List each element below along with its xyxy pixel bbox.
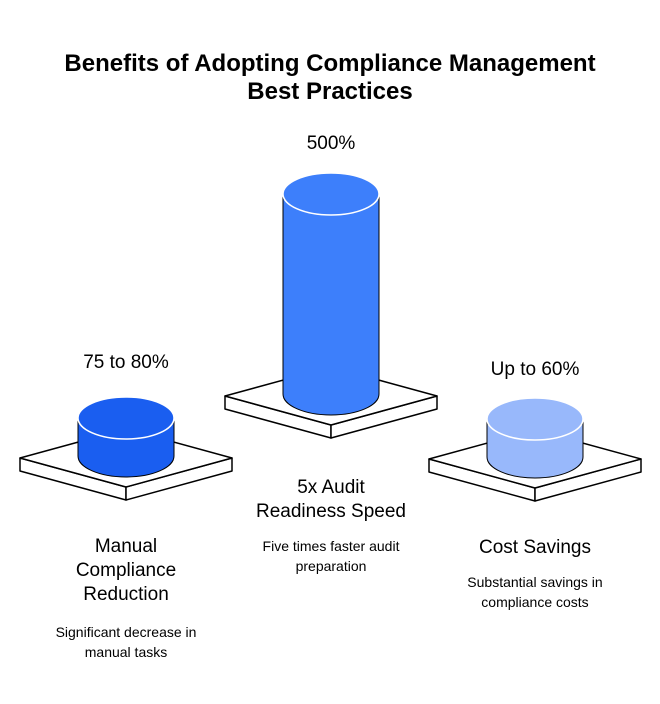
category-0-name: Manual Compliance Reduction bbox=[16, 535, 236, 607]
category-2-description-line: compliance costs bbox=[481, 594, 589, 610]
chart-title-line-2: Best Practices bbox=[247, 78, 413, 105]
category-0-description-line: Significant decrease in bbox=[55, 624, 197, 640]
category-1-description-line: preparation bbox=[295, 558, 367, 574]
category-2-description: Substantial savings in compliance costs bbox=[425, 572, 645, 612]
chart-title-line-1: Benefits of Adopting Compliance Manageme… bbox=[64, 50, 596, 77]
category-2-name-line: Cost Savings bbox=[479, 537, 591, 558]
category-0-name-line: Manual bbox=[94, 536, 158, 557]
bar-0-top bbox=[77, 396, 175, 440]
category-0-description: Significant decrease in manual tasks bbox=[16, 622, 236, 662]
category-1-description-line: Five times faster audit bbox=[262, 538, 400, 554]
category-1-name-line: 5x Audit bbox=[297, 477, 365, 498]
category-2-name: Cost Savings bbox=[425, 536, 645, 560]
category-1-name-line: Readiness Speed bbox=[256, 501, 406, 522]
category-0-name-line: Reduction bbox=[83, 584, 169, 605]
chart-title: Benefits of Adopting Compliance Manageme… bbox=[0, 50, 660, 106]
bar-1-top bbox=[282, 172, 380, 216]
bar-2-value-label: Up to 60% bbox=[490, 359, 580, 380]
category-1-description: Five times faster audit preparation bbox=[221, 536, 441, 576]
bar-2-top bbox=[486, 397, 584, 441]
bar-0-value-label: 75 to 80% bbox=[83, 352, 169, 373]
bar-1-value-label: 500% bbox=[306, 133, 356, 154]
bar-1-body bbox=[282, 193, 380, 416]
category-1-name: 5x Audit Readiness Speed bbox=[221, 476, 441, 524]
category-0-description-line: manual tasks bbox=[84, 644, 168, 660]
category-0-name-line: Compliance bbox=[75, 560, 177, 581]
category-2-description-line: Substantial savings in bbox=[467, 574, 603, 590]
